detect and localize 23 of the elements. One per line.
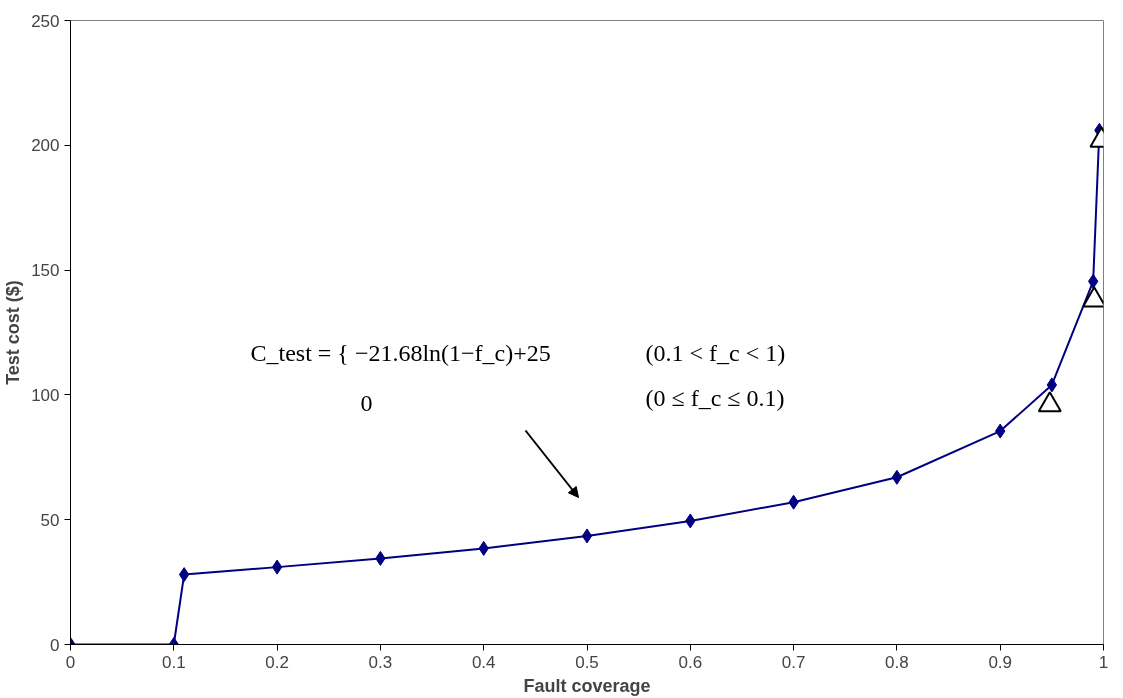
y-tick-label: 100 [31,385,60,405]
x-tick-label: 0.9 [988,652,1013,672]
y-tick-label: 250 [31,11,60,31]
x-tick-label: 0.7 [781,652,806,672]
x-axis-title: Fault coverage [523,675,651,696]
annotation: 0 [360,389,373,416]
y-tick-label: 150 [31,261,60,281]
x-tick-label: 0.5 [575,652,599,672]
x-tick-label: 0.1 [161,652,186,672]
x-tick-label: 1 [1098,652,1109,672]
x-tick-label: 0.8 [885,652,909,672]
annotation: (0.1 < f_c < 1) [645,339,786,366]
y-axis-title: Test cost ($) [3,280,24,385]
x-tick-label: 0.3 [368,652,393,672]
y-tick-label: 200 [31,136,60,156]
y-tick-label: 50 [40,510,60,530]
annotation: (0 ≤ f_c ≤ 0.1) [645,384,785,411]
x-tick-label: 0.4 [471,652,496,672]
x-tick-label: 0 [65,652,76,672]
annotation: C_test = { −21.68ln(1−f_c)+25 [250,339,551,366]
x-tick-label: 0.6 [678,652,703,672]
y-tick-label: 0 [50,635,60,655]
x-tick-label: 0.2 [265,652,289,672]
